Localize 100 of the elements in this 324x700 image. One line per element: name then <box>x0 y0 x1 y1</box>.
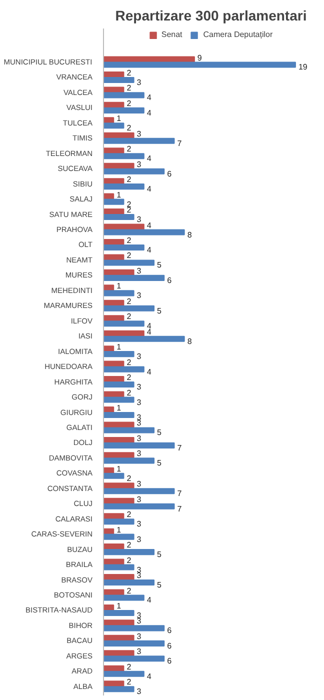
bar <box>104 260 155 266</box>
data-label: 6 <box>167 641 172 650</box>
data-label: 2 <box>126 373 132 382</box>
bar <box>104 305 155 312</box>
bar <box>104 290 134 296</box>
bar <box>104 472 124 479</box>
data-label: 4 <box>146 184 152 194</box>
data-label: 5 <box>157 306 162 316</box>
data-label: 3 <box>136 78 142 87</box>
bar <box>104 436 134 443</box>
bar <box>104 56 195 62</box>
bar <box>104 534 134 540</box>
bar <box>104 122 124 129</box>
data-label: 1 <box>116 525 122 534</box>
bar <box>104 412 134 418</box>
data-label: 6 <box>167 169 172 178</box>
bar <box>104 503 175 510</box>
data-label: 1 <box>116 404 122 413</box>
chart-title: Repartizare 300 parlamentari <box>115 8 307 24</box>
data-label: 3 <box>136 480 142 489</box>
data-label: 1 <box>116 601 122 610</box>
data-label: 3 <box>136 266 142 276</box>
data-label: 2 <box>126 540 132 550</box>
bar <box>104 482 134 489</box>
data-label: 6 <box>167 626 172 636</box>
data-label: 3 <box>136 534 142 544</box>
bar <box>104 382 134 388</box>
data-label: 19 <box>298 62 308 72</box>
bar <box>104 320 144 327</box>
data-label: 4 <box>146 672 152 681</box>
bar <box>104 579 155 586</box>
data-label: 2 <box>126 510 132 520</box>
data-label: 2 <box>126 124 132 133</box>
data-label: 2 <box>126 236 132 245</box>
data-label: 3 <box>136 398 142 407</box>
data-label: 2 <box>126 68 132 78</box>
data-label: 3 <box>136 352 142 362</box>
bar <box>104 625 165 632</box>
data-label: 3 <box>136 647 142 656</box>
bar <box>104 458 155 464</box>
data-label: 2 <box>126 556 132 565</box>
data-label: 2 <box>126 98 132 108</box>
bar <box>104 610 134 616</box>
bar <box>104 620 134 626</box>
bar <box>104 153 144 160</box>
bar <box>104 244 144 251</box>
bar <box>104 138 175 144</box>
legend-label: Camera Deputaților <box>203 30 273 39</box>
data-label: 1 <box>116 464 122 474</box>
data-label: 1 <box>116 282 122 291</box>
data-label: 2 <box>126 586 132 596</box>
data-label: 7 <box>177 489 182 498</box>
data-label: 3 <box>136 449 142 458</box>
bar <box>104 656 165 662</box>
data-label: 3 <box>136 520 142 529</box>
data-label: 4 <box>146 327 152 336</box>
data-label: 3 <box>136 434 142 443</box>
data-label: 2 <box>126 312 132 322</box>
data-label: 2 <box>126 678 132 687</box>
bar <box>104 107 144 114</box>
bar <box>104 686 134 692</box>
bar <box>104 330 144 336</box>
data-label: 2 <box>126 84 132 93</box>
data-label: 4 <box>146 108 152 118</box>
bar <box>104 76 134 83</box>
data-label: 5 <box>157 458 162 468</box>
data-label: 3 <box>136 632 142 641</box>
data-label: 2 <box>126 662 132 672</box>
data-label: 5 <box>157 260 162 270</box>
data-label: 7 <box>177 443 182 452</box>
bar <box>104 184 144 190</box>
data-label: 3 <box>136 129 142 138</box>
data-label: 3 <box>136 382 142 392</box>
bar <box>104 351 134 358</box>
bar <box>104 422 134 428</box>
bar <box>104 92 144 98</box>
data-label: 4 <box>146 245 152 254</box>
bar <box>104 564 134 570</box>
data-label: 4 <box>146 596 152 605</box>
data-label: 4 <box>146 367 152 376</box>
data-label: 7 <box>177 138 182 148</box>
bar <box>104 396 134 403</box>
data-label: 1 <box>116 114 122 124</box>
data-label: 8 <box>187 230 192 240</box>
bar <box>104 269 134 276</box>
bar <box>104 549 155 556</box>
bar <box>104 168 165 174</box>
data-label: 2 <box>126 144 132 154</box>
bar <box>104 198 124 205</box>
bar <box>104 274 165 281</box>
data-label: 3 <box>136 616 142 626</box>
bar <box>104 427 155 434</box>
bar <box>104 594 144 601</box>
bar <box>104 640 165 646</box>
data-label: 5 <box>157 580 162 590</box>
data-label: 2 <box>126 358 132 367</box>
data-label: 2 <box>126 296 132 306</box>
data-label: 3 <box>136 494 142 504</box>
bar <box>104 488 175 494</box>
data-label: 9 <box>197 53 202 62</box>
